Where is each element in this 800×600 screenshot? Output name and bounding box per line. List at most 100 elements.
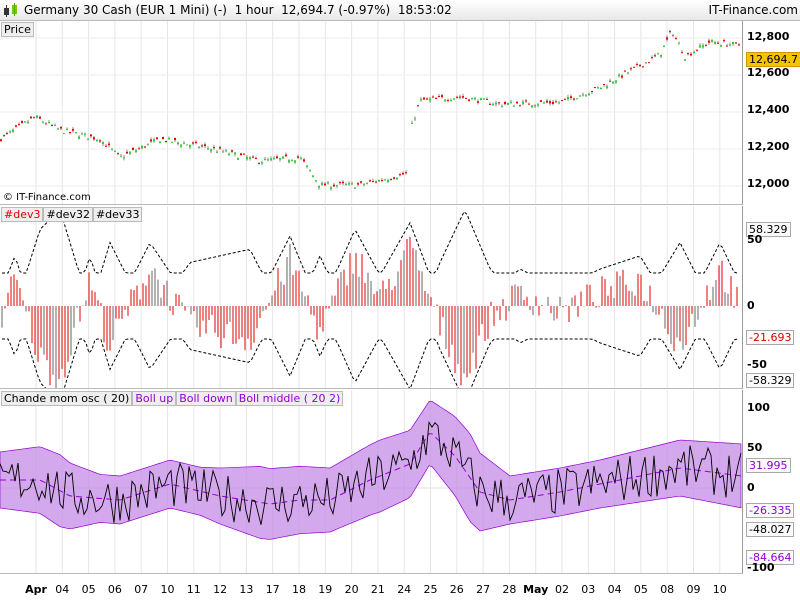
title-bar: Germany 30 Cash (EUR 1 Mini) (-) 1 hour … [0, 0, 800, 21]
candle [399, 174, 401, 176]
candle [504, 101, 506, 105]
candle [24, 121, 26, 123]
boll-middle-line [0, 433, 742, 505]
time-label: 21 [370, 583, 385, 596]
boll-down-tag[interactable]: Boll down [176, 391, 236, 406]
candle [216, 151, 218, 153]
time-label: 27 [476, 583, 491, 596]
candle [159, 141, 161, 144]
dev33-tag[interactable]: #dev33 [92, 207, 143, 222]
candle [324, 183, 326, 186]
candle [288, 160, 290, 163]
candle [681, 52, 683, 54]
candle [624, 70, 626, 72]
time-label: 18 [292, 583, 306, 596]
candle [162, 136, 164, 140]
candle [603, 84, 605, 86]
candle [39, 116, 41, 119]
tick: 12,200 [747, 140, 790, 153]
candle [186, 144, 188, 146]
candle [615, 80, 617, 83]
candle [144, 146, 146, 148]
candle [345, 183, 347, 185]
current-value-label: -21.693 [746, 330, 795, 345]
chande-axis: 100 50 31.995 0 -26.335 -48.027 -84.664 … [743, 390, 800, 574]
candle [510, 101, 512, 103]
candle [363, 184, 365, 186]
dev3-tag[interactable]: #dev3 [1, 207, 44, 222]
chande-tag[interactable]: Chande mom osc ( 20) [1, 391, 133, 406]
candle [387, 180, 389, 183]
candle [648, 62, 650, 64]
candle [447, 100, 449, 102]
candle [219, 147, 221, 149]
candle [252, 156, 254, 158]
candle [258, 162, 260, 164]
boll-middle-tag[interactable]: Boll middle ( 20 2) [235, 391, 344, 406]
candle [657, 53, 659, 55]
candle [231, 150, 233, 152]
candle [420, 98, 422, 101]
boll-middle-label: -26.335 [746, 503, 795, 518]
candle [612, 81, 614, 84]
time-label: 12 [213, 583, 228, 596]
candle [486, 98, 488, 100]
tick: 50 [747, 441, 763, 454]
candle [558, 102, 560, 104]
candle [366, 183, 368, 185]
candle [48, 121, 50, 123]
candle [267, 159, 269, 161]
candle [297, 156, 299, 158]
candle [171, 141, 173, 143]
price-pane[interactable]: Price © IT-Finance.com [0, 21, 743, 205]
candle [627, 72, 629, 74]
candle [228, 153, 230, 156]
time-label: 24 [397, 583, 412, 596]
tick: 0 [747, 481, 755, 494]
candle [174, 137, 176, 141]
time-label: 28 [502, 583, 517, 596]
timeframe[interactable]: 1 hour [234, 3, 274, 17]
candle [498, 102, 500, 104]
candle [273, 158, 275, 160]
candle [351, 183, 353, 185]
candle [81, 133, 83, 135]
candle [723, 40, 725, 42]
tick: 12,000 [747, 177, 790, 190]
tick: 12,600 [747, 66, 790, 79]
boll-up-tag[interactable]: Boll up [132, 391, 177, 406]
candle [234, 152, 236, 155]
chande-pane[interactable]: Chande mom osc ( 20) Boll up Boll down Boll… [0, 390, 743, 574]
candle [636, 63, 638, 65]
lower-band-label: -58.329 [746, 373, 795, 388]
time-label: 10 [160, 583, 175, 596]
candle [564, 98, 566, 100]
deviation-pane[interactable]: #dev3 #dev32 #dev33 [0, 206, 743, 389]
candle [561, 100, 563, 102]
candle [189, 145, 191, 147]
candle [660, 54, 662, 57]
candle [432, 96, 434, 98]
candle [630, 68, 632, 70]
candle [732, 42, 734, 45]
candle [693, 51, 695, 54]
candle [291, 160, 293, 162]
candle [78, 136, 80, 139]
candle [576, 98, 578, 100]
candle [261, 162, 263, 164]
candle [339, 182, 341, 184]
upper-band [2, 209, 738, 274]
candle [417, 105, 419, 107]
candle [441, 95, 443, 98]
candle [114, 150, 116, 152]
candle [456, 96, 458, 98]
candle [522, 101, 524, 104]
candle [243, 153, 245, 155]
candle [462, 96, 464, 98]
price-tag[interactable]: Price [1, 22, 34, 37]
candle [699, 45, 701, 48]
candle [471, 98, 473, 100]
dev32-tag[interactable]: #dev32 [43, 207, 93, 222]
candle [66, 128, 68, 131]
candle [591, 91, 593, 93]
